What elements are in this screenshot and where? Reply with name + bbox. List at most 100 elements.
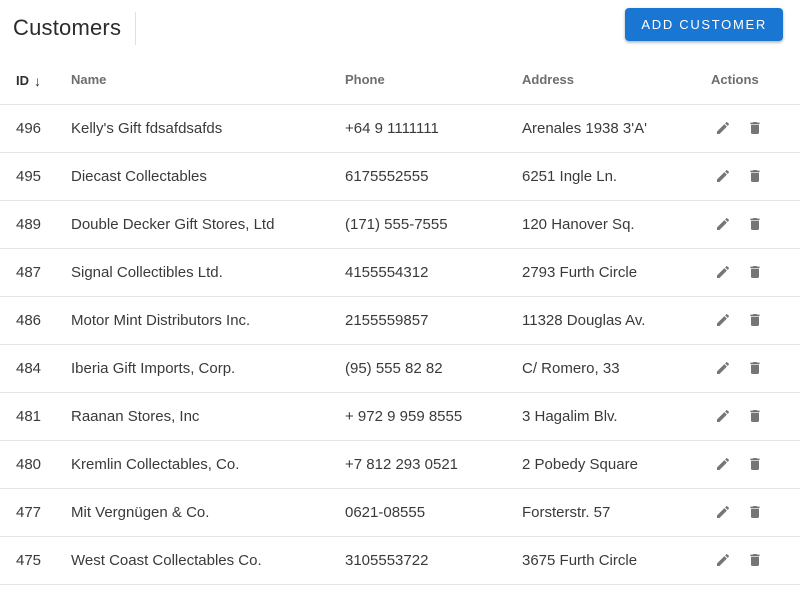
edit-button[interactable]	[711, 212, 735, 236]
cell-id: 481	[0, 392, 71, 441]
cell-phone: 0621-08555	[345, 488, 522, 537]
cell-actions	[711, 440, 800, 489]
cell-name: Raanan Stores, Inc	[71, 392, 345, 441]
table-row: 486 Motor Mint Distributors Inc. 2155559…	[0, 296, 800, 345]
delete-button[interactable]	[743, 116, 767, 140]
trash-icon	[750, 122, 760, 134]
trash-icon	[750, 554, 760, 566]
cell-id: 487	[0, 248, 71, 297]
trash-icon	[750, 266, 760, 278]
add-customer-button[interactable]: ADD CUSTOMER	[625, 8, 783, 41]
trash-icon	[750, 218, 760, 230]
cell-name: Signal Collectibles Ltd.	[71, 248, 345, 297]
page-title: Customers	[13, 15, 122, 40]
cell-address: Forsterstr. 57	[522, 488, 711, 537]
cell-id: 484	[0, 344, 71, 393]
table-row: 480 Kremlin Collectables, Co. +7 812 293…	[0, 440, 800, 489]
cell-address: 3675 Furth Circle	[522, 536, 711, 585]
pencil-icon	[717, 313, 730, 326]
table-row: 489 Double Decker Gift Stores, Ltd (171)…	[0, 200, 800, 249]
trash-icon	[750, 410, 760, 422]
cell-name: Kelly's Gift fdsafdsafds	[71, 104, 345, 153]
edit-button[interactable]	[711, 548, 735, 572]
pencil-icon	[717, 409, 730, 422]
cell-id: 477	[0, 488, 71, 537]
cell-name: Double Decker Gift Stores, Ltd	[71, 200, 345, 249]
cell-phone: 2155559857	[345, 296, 522, 345]
customer-table-body: 496 Kelly's Gift fdsafdsafds +64 9 11111…	[0, 104, 800, 585]
delete-button[interactable]	[743, 452, 767, 476]
pencil-icon	[717, 265, 730, 278]
table-row: 487 Signal Collectibles Ltd. 4155554312 …	[0, 248, 800, 297]
trash-icon	[750, 506, 760, 518]
cell-address: 2793 Furth Circle	[522, 248, 711, 297]
pencil-icon	[717, 505, 730, 518]
trash-icon	[750, 170, 760, 182]
edit-button[interactable]	[711, 356, 735, 380]
cell-address: Arenales 1938 3'A'	[522, 104, 711, 153]
column-header-address[interactable]: Address	[522, 56, 711, 105]
table-row: 496 Kelly's Gift fdsafdsafds +64 9 11111…	[0, 104, 800, 153]
cell-actions	[711, 152, 800, 201]
delete-button[interactable]	[743, 308, 767, 332]
pencil-icon	[717, 361, 730, 374]
cell-name: Mit Vergnügen & Co.	[71, 488, 345, 537]
cell-name: West Coast Collectables Co.	[71, 536, 345, 585]
cell-name: Iberia Gift Imports, Corp.	[71, 344, 345, 393]
trash-icon	[750, 458, 760, 470]
delete-button[interactable]	[743, 212, 767, 236]
cell-actions	[711, 344, 800, 393]
topbar: Customers ADD CUSTOMER	[0, 0, 800, 56]
delete-button[interactable]	[743, 548, 767, 572]
cell-actions	[711, 248, 800, 297]
cell-actions	[711, 488, 800, 537]
cell-phone: +64 9 1111111	[345, 104, 522, 153]
edit-button[interactable]	[711, 500, 735, 524]
column-header-phone[interactable]: Phone	[345, 56, 522, 105]
table-row: 495 Diecast Collectables 6175552555 6251…	[0, 152, 800, 201]
delete-button[interactable]	[743, 404, 767, 428]
edit-button[interactable]	[711, 260, 735, 284]
cell-id: 495	[0, 152, 71, 201]
trash-icon	[750, 362, 760, 374]
cell-address: 2 Pobedy Square	[522, 440, 711, 489]
cell-phone: (171) 555-7555	[345, 200, 522, 249]
cell-address: 6251 Ingle Ln.	[522, 152, 711, 201]
cell-actions	[711, 104, 800, 153]
pencil-icon	[717, 457, 730, 470]
column-header-id[interactable]: ID ↓	[0, 56, 71, 105]
customers-table: ID ↓ Name Phone Address Actions 496 Kelly…	[0, 56, 800, 585]
column-header-name[interactable]: Name	[71, 56, 345, 105]
edit-button[interactable]	[711, 452, 735, 476]
pencil-icon	[717, 121, 730, 134]
cell-address: C/ Romero, 33	[522, 344, 711, 393]
pencil-icon	[717, 553, 730, 566]
cell-actions	[711, 536, 800, 585]
delete-button[interactable]	[743, 260, 767, 284]
cell-address: 3 Hagalim Blv.	[522, 392, 711, 441]
table-row: 484 Iberia Gift Imports, Corp. (95) 555 …	[0, 344, 800, 393]
cell-actions	[711, 296, 800, 345]
edit-button[interactable]	[711, 404, 735, 428]
cell-id: 489	[0, 200, 71, 249]
trash-icon	[750, 314, 760, 326]
cell-phone: +7 812 293 0521	[345, 440, 522, 489]
pencil-icon	[717, 169, 730, 182]
edit-button[interactable]	[711, 116, 735, 140]
cell-address: 120 Hanover Sq.	[522, 200, 711, 249]
cell-phone: 6175552555	[345, 152, 522, 201]
cell-id: 486	[0, 296, 71, 345]
sort-descending-icon: ↓	[34, 72, 41, 89]
table-row: 475 West Coast Collectables Co. 31055537…	[0, 536, 800, 585]
cell-actions	[711, 200, 800, 249]
delete-button[interactable]	[743, 356, 767, 380]
cell-phone: 3105553722	[345, 536, 522, 585]
table-row: 477 Mit Vergnügen & Co. 0621-08555 Forst…	[0, 488, 800, 537]
edit-button[interactable]	[711, 164, 735, 188]
delete-button[interactable]	[743, 500, 767, 524]
edit-button[interactable]	[711, 308, 735, 332]
cell-name: Motor Mint Distributors Inc.	[71, 296, 345, 345]
delete-button[interactable]	[743, 164, 767, 188]
cell-actions	[711, 392, 800, 441]
cell-id: 496	[0, 104, 71, 153]
